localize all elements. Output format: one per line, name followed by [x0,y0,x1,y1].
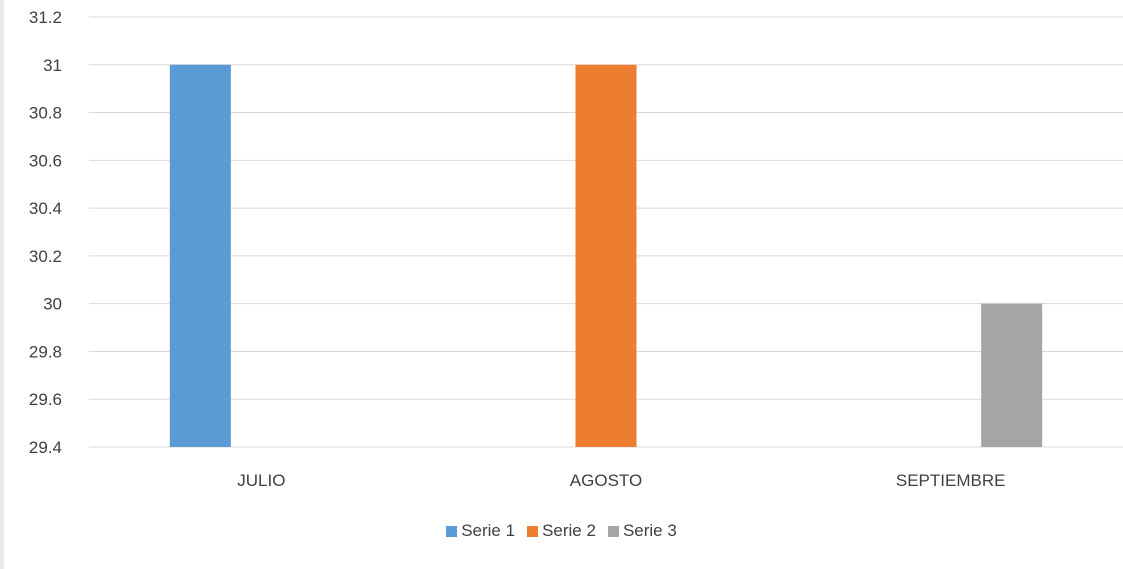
legend-swatch [446,525,458,537]
y-tick-label: 30.6 [29,151,62,170]
legend-item: Serie 3 [607,521,677,541]
y-tick-label: 30.2 [29,247,62,266]
x-category-label: AGOSTO [570,471,642,490]
legend-label: Serie 1 [461,521,516,540]
bar-serie-3-septiembre [981,303,1043,447]
bar-serie-1-julio [169,64,231,448]
legend-label: Serie 3 [622,521,677,540]
y-tick-label: 29.8 [29,342,62,361]
y-tick-label: 29.6 [29,390,62,409]
y-tick-label: 31.2 [29,8,62,27]
legend-swatch [527,525,539,537]
y-tick-label: 30.8 [29,104,62,123]
legend-item: Serie 2 [527,521,596,541]
chart-legend: Serie 1 Serie 2 Serie 3 [0,521,1123,541]
legend-item: Serie 1 [446,521,515,541]
x-category-label: JULIO [237,471,285,490]
x-category-label: SEPTIEMBRE [896,471,1006,490]
y-tick-label: 29.4 [29,438,62,457]
legend-swatch [607,525,619,537]
panel-edge [0,0,4,569]
bar-serie-2-agosto [575,64,637,448]
y-tick-label: 31 [43,56,62,75]
y-tick-label: 30 [43,295,62,314]
y-tick-label: 30.4 [29,199,62,218]
legend-label: Serie 2 [542,521,596,540]
